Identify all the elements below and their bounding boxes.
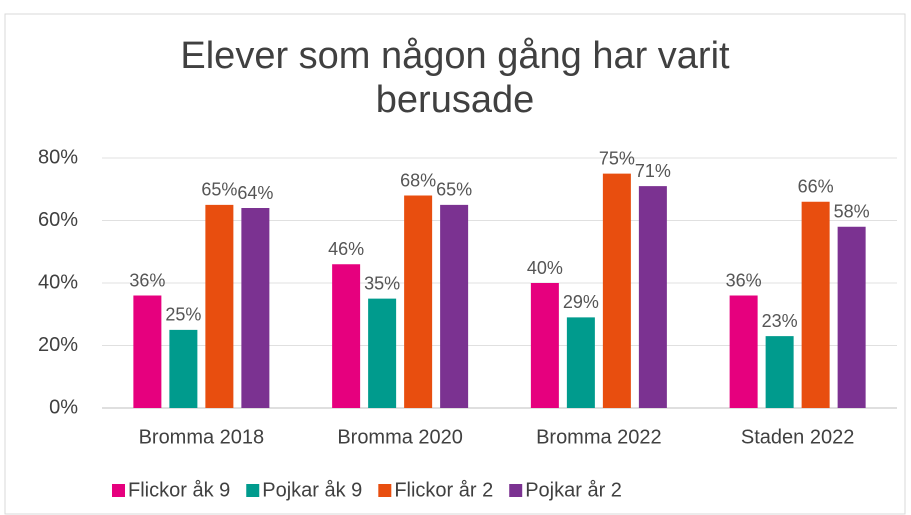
bar [404,195,433,408]
chart-border [4,13,906,515]
value-label: 71% [635,161,671,181]
y-tick-label: 20% [38,334,78,356]
value-label: 40% [527,258,563,278]
value-label: 66% [798,177,834,197]
value-label: 29% [563,292,599,312]
value-label: 68% [400,170,436,190]
value-label: 35% [364,273,400,293]
bar [566,317,595,408]
value-label: 36% [129,270,165,290]
bar [133,295,162,408]
bar [205,204,234,408]
y-tick-label: 0% [49,396,78,418]
bar [765,336,794,408]
bar [440,204,469,408]
value-label: 64% [237,183,273,203]
bar [530,283,559,408]
y-tick-label: 80% [38,146,78,168]
value-label: 58% [834,202,870,222]
legend-swatch [509,484,523,497]
x-tick-label: Bromma 2020 [337,426,463,448]
value-label: 36% [726,270,762,290]
bar [837,226,866,408]
legend-label: Flickor åk 9 [128,479,230,501]
chart-title: Elever som någon gång har varit berusade [180,35,730,121]
bar [368,298,397,408]
legend-label: Pojkar år 2 [525,479,622,501]
value-label: 25% [165,305,201,325]
bar [169,329,198,408]
value-label: 46% [328,239,364,259]
value-label: 75% [599,148,635,168]
legend-swatch [246,484,260,497]
bar [801,201,830,408]
x-tick-label: Bromma 2022 [536,426,662,448]
x-tick-label: Bromma 2018 [139,426,265,448]
value-label: 65% [201,180,237,200]
legend-label: Flickor år 2 [394,479,493,501]
value-label: 65% [436,180,472,200]
bar [602,173,631,408]
bar [241,208,270,408]
bar [332,264,361,408]
bar [729,295,758,408]
legend-swatch [378,484,392,497]
legend-label: Pojkar åk 9 [262,479,362,501]
y-tick-label: 40% [38,271,78,293]
y-tick-label: 60% [38,209,78,231]
bar [638,186,667,408]
value-label: 23% [762,311,798,331]
legend-swatch [112,484,125,497]
x-tick-label: Staden 2022 [741,426,854,448]
